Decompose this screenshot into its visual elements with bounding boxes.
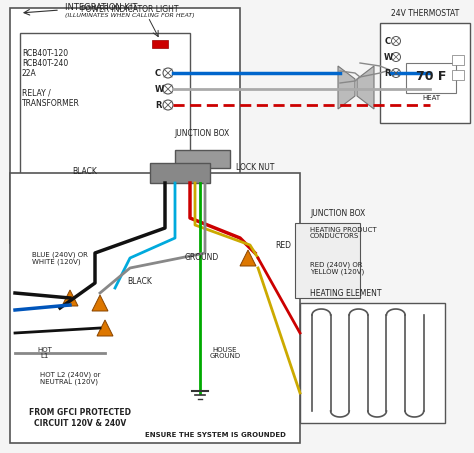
Text: R: R <box>155 101 162 110</box>
Text: RCB40T-120: RCB40T-120 <box>22 48 68 58</box>
Text: BLACK: BLACK <box>128 276 153 285</box>
FancyBboxPatch shape <box>10 8 240 243</box>
Text: C: C <box>385 37 391 45</box>
Text: 22A: 22A <box>22 68 37 77</box>
Text: FROM GFCI PROTECTED
CIRCUIT 120V & 240V: FROM GFCI PROTECTED CIRCUIT 120V & 240V <box>29 408 131 428</box>
Text: HOT
L1: HOT L1 <box>37 347 53 360</box>
Bar <box>452 70 464 80</box>
Text: C: C <box>155 68 161 77</box>
Circle shape <box>180 220 190 230</box>
Circle shape <box>392 68 401 77</box>
Circle shape <box>163 84 173 94</box>
Bar <box>150 163 210 183</box>
Circle shape <box>392 53 401 62</box>
Text: ENSURE THE SYSTEM IS GROUNDED: ENSURE THE SYSTEM IS GROUNDED <box>145 432 285 438</box>
Text: BLACK: BLACK <box>73 167 98 175</box>
Polygon shape <box>97 320 113 336</box>
Text: HEATING ELEMENT: HEATING ELEMENT <box>310 289 382 298</box>
Text: (ILLUMINATES WHEN CALLING FOR HEAT): (ILLUMINATES WHEN CALLING FOR HEAT) <box>65 14 195 19</box>
Bar <box>175 150 230 168</box>
Text: R: R <box>385 68 391 77</box>
Text: 24V THERMOSTAT: 24V THERMOSTAT <box>391 9 459 18</box>
Text: JUNCTION BOX: JUNCTION BOX <box>310 208 365 217</box>
Bar <box>295 223 360 298</box>
Text: HOUSE
GROUND: HOUSE GROUND <box>210 347 241 360</box>
Circle shape <box>163 68 173 78</box>
Text: RED (240V) OR
YELLOW (120V): RED (240V) OR YELLOW (120V) <box>310 261 364 275</box>
Bar <box>300 303 445 423</box>
Text: INTEGRATION KIT: INTEGRATION KIT <box>65 4 137 13</box>
Text: RELAY /
TRANSFORMER: RELAY / TRANSFORMER <box>22 88 80 108</box>
Text: JUNCTION BOX: JUNCTION BOX <box>174 129 229 138</box>
Circle shape <box>163 100 173 110</box>
Text: HEATING PRODUCT
CONDUCTORS: HEATING PRODUCT CONDUCTORS <box>310 226 377 240</box>
Polygon shape <box>92 295 108 311</box>
Text: HEAT: HEAT <box>422 95 440 101</box>
Bar <box>152 40 168 48</box>
Text: RED: RED <box>275 241 291 251</box>
Circle shape <box>392 37 401 45</box>
Bar <box>452 55 464 65</box>
FancyBboxPatch shape <box>20 33 190 233</box>
FancyBboxPatch shape <box>10 173 300 443</box>
Circle shape <box>30 220 40 230</box>
Text: HOT L2 (240V) or
NEUTRAL (120V): HOT L2 (240V) or NEUTRAL (120V) <box>40 371 100 385</box>
Polygon shape <box>240 250 256 266</box>
Text: LOCK NUT: LOCK NUT <box>236 164 274 173</box>
Polygon shape <box>62 290 78 306</box>
Text: BLUE (240V) OR
WHITE (120V): BLUE (240V) OR WHITE (120V) <box>32 251 88 265</box>
FancyBboxPatch shape <box>380 23 470 123</box>
Polygon shape <box>338 66 355 109</box>
Text: GROUND: GROUND <box>185 254 219 262</box>
Text: RCB40T-240: RCB40T-240 <box>22 58 68 67</box>
Text: 70 F: 70 F <box>416 69 446 82</box>
Text: POWER INDICATOR LIGHT: POWER INDICATOR LIGHT <box>81 5 179 14</box>
Bar <box>406 63 456 93</box>
Text: W: W <box>155 85 164 93</box>
Polygon shape <box>357 66 374 109</box>
Text: W: W <box>383 53 392 62</box>
